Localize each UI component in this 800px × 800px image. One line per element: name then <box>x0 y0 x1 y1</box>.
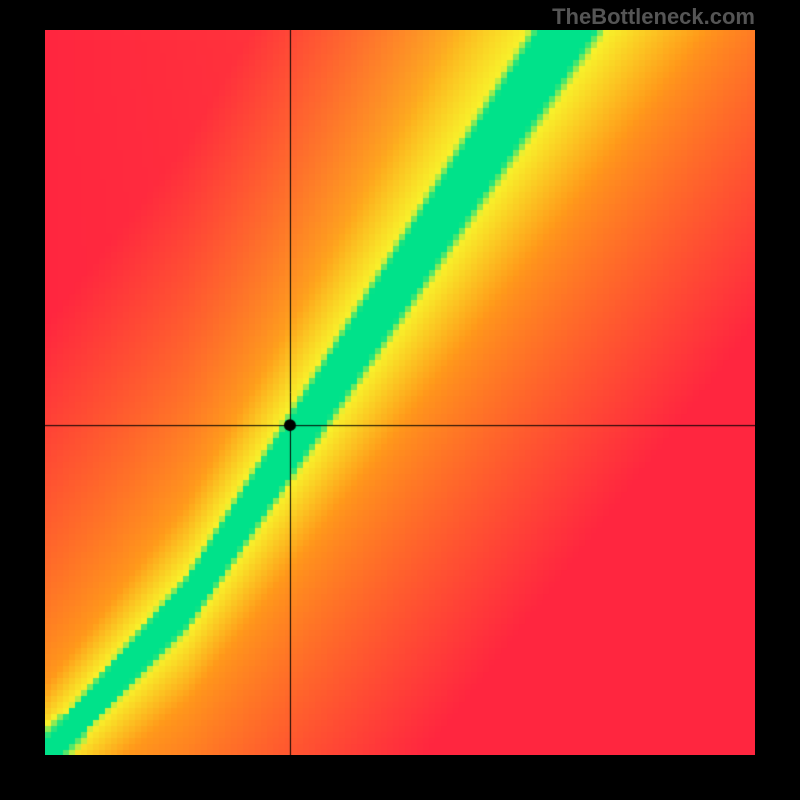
chart-container: TheBottleneck.com <box>0 0 800 800</box>
watermark-text: TheBottleneck.com <box>552 4 755 30</box>
bottleneck-heatmap <box>45 30 755 755</box>
